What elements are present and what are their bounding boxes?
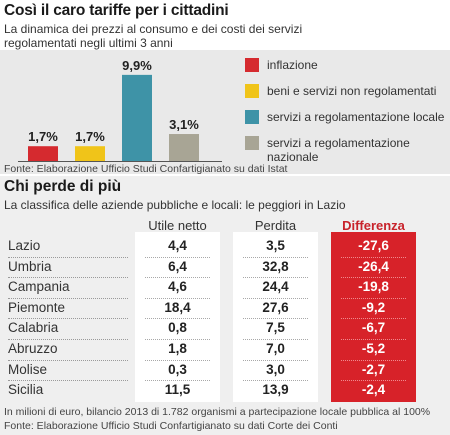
cell-diff-piemonte: -9,2	[361, 299, 386, 315]
cell-diff-umbria: -26,4	[358, 258, 389, 274]
table-panel: Chi perde di più La classifica delle azi…	[0, 176, 450, 435]
bar-chart-panel: 1,7% 1,7% 9,9% 3,1% inflazione beni e serviz…	[0, 50, 450, 174]
cell-divider	[145, 359, 210, 361]
cell-divider	[243, 339, 308, 340]
table-title: Chi perde di più	[4, 178, 122, 195]
bar-chart: 1,7% 1,7% 9,9% 3,1%	[18, 58, 222, 162]
cell-utile-abruzzo: 1,8	[168, 341, 187, 356]
column-header-perdita: Perdita	[254, 218, 297, 233]
column-header-utile: Utile netto	[148, 218, 207, 233]
column-header-differenza: Differenza	[342, 218, 405, 233]
cell-diff-molise: -2,7	[361, 361, 386, 377]
row-label-sicilia: Sicilia	[8, 382, 44, 398]
cell-divider	[341, 318, 406, 320]
bar-1	[28, 146, 58, 161]
cell-utile-campania: 4,6	[168, 279, 187, 295]
row-label-umbria: Umbria	[8, 258, 52, 274]
cell-diff-calabria: -6,7	[361, 320, 386, 336]
row-divider	[8, 297, 128, 299]
cell-utile-umbria: 6,4	[168, 258, 187, 274]
cell-divider	[145, 339, 210, 340]
cell-divider	[243, 256, 308, 258]
legend-item-1: inflazione	[245, 58, 450, 72]
row-label-piemonte: Piemonte	[8, 299, 66, 315]
bar-value-label-3: 9,9%	[122, 58, 152, 73]
legend-label-4: servizi a regolamentazione nazionale	[267, 136, 410, 164]
legend-swatch-3	[245, 110, 259, 124]
column-differenza-background	[331, 232, 416, 402]
table-source: Fonte: Elaborazione Ufficio Studi Confar…	[4, 420, 338, 432]
legend-swatch-1	[245, 58, 259, 72]
cell-utile-calabria: 0,8	[168, 320, 187, 336]
column-perdita-background	[233, 232, 318, 402]
legend-label-3: servizi a regolamentazione locale	[267, 110, 445, 124]
legend-swatch-2	[245, 84, 259, 98]
cell-divider	[341, 380, 406, 382]
cell-divider	[145, 297, 210, 299]
cell-divider	[145, 318, 210, 320]
row-divider	[8, 277, 128, 279]
cell-diff-abruzzo: -5,2	[361, 341, 386, 356]
legend-item-3: servizi a regolamentazione locale	[245, 110, 450, 124]
cell-utile-sicilia: 11,5	[164, 382, 191, 398]
row-divider	[8, 256, 128, 258]
table-subtitle: La classifica delle aziende pubbliche e …	[4, 198, 346, 212]
legend-swatch-4	[245, 136, 259, 150]
cell-perdita-piemonte: 27,6	[262, 299, 289, 315]
legend-item-4: servizi a regolamentazione nazionale	[245, 136, 450, 164]
cell-diff-campania: -19,8	[358, 279, 389, 295]
page-title: Così il caro tariffe per i cittadini	[4, 2, 229, 19]
bar-2	[75, 146, 105, 161]
row-label-lazio: Lazio	[8, 238, 41, 253]
cell-diff-sicilia: -2,4	[361, 382, 386, 398]
cell-divider	[341, 256, 406, 258]
cell-divider	[243, 380, 308, 382]
cell-divider	[341, 359, 406, 361]
row-divider	[8, 318, 128, 320]
column-utile-background	[135, 232, 220, 402]
cell-divider	[341, 297, 406, 299]
legend-label-2: beni e servizi non regolamentati	[267, 84, 437, 98]
cell-divider	[243, 277, 308, 279]
page-subtitle: La dinamica dei prezzi al consumo e dei …	[4, 22, 303, 50]
row-divider	[8, 380, 128, 382]
cell-perdita-sicilia: 13,9	[262, 382, 289, 398]
cell-divider	[341, 339, 406, 340]
cell-divider	[243, 297, 308, 299]
cell-perdita-campania: 24,4	[262, 279, 289, 295]
cell-divider	[145, 277, 210, 279]
cell-divider	[243, 359, 308, 361]
cell-divider	[341, 277, 406, 279]
chart-source: Fonte: Elaborazione Ufficio Studi Confar…	[4, 163, 288, 175]
row-divider	[8, 359, 128, 361]
cell-perdita-abruzzo: 7,0	[266, 341, 285, 356]
cell-divider	[243, 318, 308, 320]
cell-perdita-lazio: 3,5	[266, 238, 285, 253]
cell-perdita-calabria: 7,5	[266, 320, 285, 336]
cell-perdita-molise: 3,0	[266, 361, 285, 377]
cell-utile-molise: 0,3	[168, 361, 187, 377]
row-label-calabria: Calabria	[8, 320, 59, 336]
row-label-molise: Molise	[8, 361, 48, 377]
cell-utile-piemonte: 18,4	[164, 299, 191, 315]
bar-3	[122, 74, 152, 161]
cell-diff-lazio: -27,6	[358, 238, 389, 253]
legend-item-2: beni e servizi non regolamentati	[245, 84, 450, 98]
cell-divider	[145, 380, 210, 382]
bar-4	[169, 134, 199, 161]
bar-value-label-4: 3,1%	[169, 117, 199, 132]
row-label-abruzzo: Abruzzo	[8, 341, 58, 356]
legend-label-1: inflazione	[267, 58, 318, 72]
cell-perdita-umbria: 32,8	[262, 258, 289, 274]
row-label-campania: Campania	[8, 279, 70, 295]
bar-value-label-2: 1,7%	[75, 129, 105, 144]
table-note: In milioni di euro, bilancio 2013 di 1.7…	[4, 406, 431, 418]
cell-utile-lazio: 4,4	[168, 238, 187, 253]
cell-divider	[145, 256, 210, 258]
bar-value-label-1: 1,7%	[28, 129, 58, 144]
row-divider	[8, 339, 128, 340]
